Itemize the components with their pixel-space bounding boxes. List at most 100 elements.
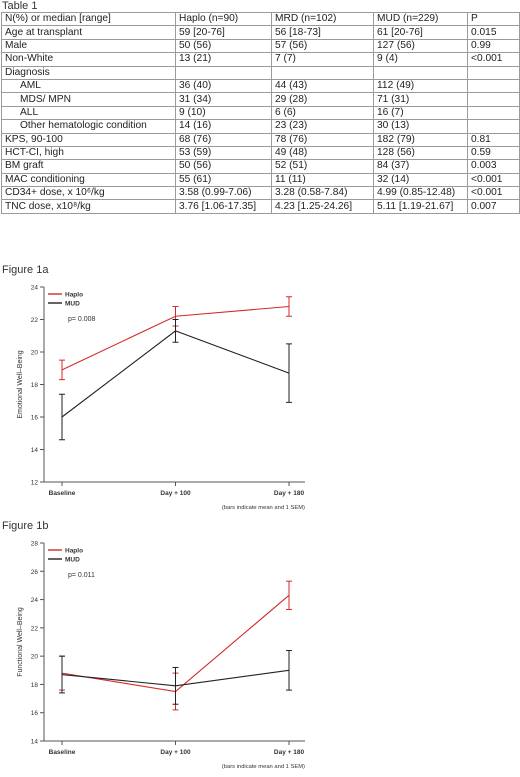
table-cell: 29 (28) <box>271 92 374 107</box>
legend-label: MUD <box>65 556 80 563</box>
table-cell: <0.001 <box>467 186 520 201</box>
table-cell: MDS/ MPN <box>1 92 176 107</box>
table-header-cell: MRD (n=102) <box>271 11 374 27</box>
table-cell: 182 (79) <box>373 132 468 147</box>
table-cell: 3.28 (0.58-7.84) <box>271 186 374 201</box>
table-cell: 49 (48) <box>271 145 374 161</box>
table-cell <box>373 65 468 80</box>
table-cell <box>175 65 272 80</box>
table-cell: KPS, 90-100 <box>1 132 176 147</box>
figure-1a-caption: Figure 1a <box>2 264 49 276</box>
table-cell: 7 (7) <box>271 52 374 67</box>
table-cell <box>467 65 520 80</box>
table-cell <box>467 105 520 121</box>
table-cell: 0.99 <box>467 38 520 54</box>
table-cell: 6 (6) <box>271 105 374 121</box>
y-tick-label: 24 <box>31 285 39 292</box>
table-cell: Other hematologic condition <box>1 119 176 134</box>
table-cell: 3.76 [1.06-17.35] <box>175 199 272 214</box>
y-tick-label: 20 <box>31 654 39 661</box>
figure-1b-caption: Figure 1b <box>2 520 49 532</box>
y-axis-label: Functional Well–Being <box>17 607 24 677</box>
y-tick-label: 22 <box>31 625 39 632</box>
p-value-annotation: p= 0.008 <box>68 316 96 323</box>
table-cell: 50 (56) <box>175 38 272 54</box>
x-tick-label: Day + 180 <box>274 490 305 497</box>
y-tick-label: 22 <box>31 317 39 324</box>
table-cell: 36 (40) <box>175 78 272 94</box>
y-tick-label: 28 <box>31 541 39 548</box>
y-tick-label: 18 <box>31 682 39 689</box>
table-1: N(%) or median [range] Haplo (n=90) MRD (n… <box>1 11 520 214</box>
y-tick-label: 20 <box>31 350 39 357</box>
functional-well-being-chart: 14 16 18 20 22 24 26 28 Baseline Day + 100 Day + 1… <box>17 541 305 771</box>
table-cell: 9 (4) <box>373 52 468 67</box>
table-header-cell: Haplo (n=90) <box>175 11 272 27</box>
table-cell: 32 (14) <box>373 172 468 188</box>
x-tick-label: Baseline <box>49 490 76 497</box>
table-cell: 0.007 <box>467 199 520 214</box>
table-cell: 112 (49) <box>373 78 468 94</box>
table-cell: 52 (51) <box>271 159 374 174</box>
table-cell: 9 (10) <box>175 105 272 121</box>
table-cell: Age at transplant <box>1 25 176 40</box>
y-tick-label: 24 <box>31 597 39 604</box>
table-header-cell: MUD (n=229) <box>373 11 468 27</box>
table-row: Age at transplant 59 [20-76] 56 [18-73] 61 … <box>1 25 520 40</box>
series-line-mud <box>61 330 290 418</box>
y-tick-label: 12 <box>31 480 39 487</box>
table-cell: TNC dose, x10⁸/kg <box>1 199 176 214</box>
table-cell: HCT-CI, high <box>1 145 176 161</box>
table-cell: 0.015 <box>467 25 520 40</box>
table-cell: 55 (61) <box>175 172 272 188</box>
table-cell: 57 (56) <box>271 38 374 54</box>
figure-1a: 12 14 16 18 20 22 24 Baseline Day + 100 Day + 180… <box>0 279 520 519</box>
table-cell: CD34+ dose, x 10⁶/kg <box>1 186 176 201</box>
y-tick-label: 16 <box>31 710 39 717</box>
table-cell: ALL <box>1 105 176 121</box>
emotional-well-being-chart: 12 14 16 18 20 22 24 Baseline Day + 100 Day + 180… <box>17 285 305 512</box>
table-cell: 61 [20-76] <box>373 25 468 40</box>
legend-label: MUD <box>65 300 80 307</box>
table-row: Diagnosis <box>1 65 520 80</box>
table-cell: 3.58 (0.99-7.06) <box>175 186 272 201</box>
table-cell: 128 (56) <box>373 145 468 161</box>
table-cell: 5.11 [1.19-21.67] <box>373 199 468 214</box>
y-tick-label: 14 <box>31 447 39 454</box>
table-cell: 78 (76) <box>271 132 374 147</box>
table-cell: 4.23 [1.25-24.26] <box>271 199 374 214</box>
table-row: ALL 9 (10) 6 (6) 16 (7) <box>1 105 520 121</box>
table-cell <box>467 78 520 94</box>
table-cell: BM graft <box>1 159 176 174</box>
table-row: HCT-CI, high 53 (59) 49 (48) 128 (56) 0.59 <box>1 145 520 161</box>
y-tick-label: 18 <box>31 382 39 389</box>
table-row: MAC conditioning 55 (61) 11 (11) 32 (14) <0.… <box>1 172 520 188</box>
table-cell: 0.003 <box>467 159 520 174</box>
table-row: Male 50 (56) 57 (56) 127 (56) 0.99 <box>1 38 520 54</box>
x-tick-label: Day + 100 <box>160 749 191 756</box>
table-row: AML 36 (40) 44 (43) 112 (49) <box>1 78 520 94</box>
footnote: (bars indicate mean and 1 SEM) <box>222 505 305 511</box>
table-cell: <0.001 <box>467 172 520 188</box>
table-row: Non-White 13 (21) 7 (7) 9 (4) <0.001 <box>1 52 520 67</box>
table-cell: MAC conditioning <box>1 172 176 188</box>
x-tick-label: Baseline <box>49 749 76 756</box>
table-cell <box>271 65 374 80</box>
table-cell: 30 (13) <box>373 119 468 134</box>
y-axis-label: Emotional Well–Being <box>17 350 24 418</box>
table-cell: 71 (31) <box>373 92 468 107</box>
table-cell: 0.59 <box>467 145 520 161</box>
table-cell: Male <box>1 38 176 54</box>
table-header-cell: P <box>467 11 520 27</box>
table-cell: AML <box>1 78 176 94</box>
table-row: MDS/ MPN 31 (34) 29 (28) 71 (31) <box>1 92 520 107</box>
table-cell: 13 (21) <box>175 52 272 67</box>
p-value-annotation: p= 0.011 <box>68 572 95 579</box>
table-cell: 16 (7) <box>373 105 468 121</box>
table-cell: 127 (56) <box>373 38 468 54</box>
x-tick-label: Day + 180 <box>274 749 305 756</box>
table-row: TNC dose, x10⁸/kg 3.76 [1.06-17.35] 4.23 [… <box>1 199 520 214</box>
table-cell <box>467 92 520 107</box>
table-header-row: N(%) or median [range] Haplo (n=90) MRD (n… <box>1 11 520 27</box>
table-cell: 56 [18-73] <box>271 25 374 40</box>
